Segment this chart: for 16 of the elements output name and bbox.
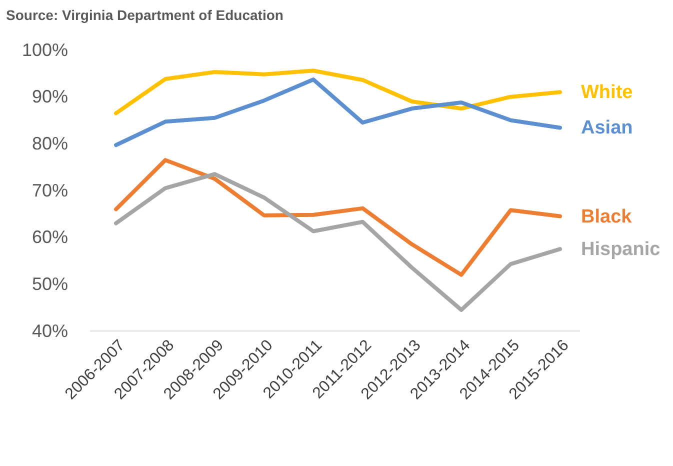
y-tick-label: 40%	[32, 320, 68, 341]
series-label: Hispanic	[581, 239, 661, 260]
y-tick-label: 90%	[32, 86, 68, 107]
y-tick-label: 70%	[32, 180, 68, 200]
y-tick-label: 100%	[22, 40, 68, 60]
series-label: Asian	[581, 118, 633, 139]
y-tick-label: 50%	[32, 274, 68, 294]
y-tick-label: 80%	[32, 133, 68, 154]
line-series	[114, 158, 562, 277]
series-label: White	[581, 82, 633, 104]
line-series	[114, 68, 562, 116]
line-series	[114, 78, 562, 148]
y-tick-label: 60%	[32, 227, 68, 248]
source-note: Source: Virginia Department of Education	[6, 7, 284, 23]
series-label: Black	[581, 206, 632, 228]
line-series	[114, 172, 562, 312]
